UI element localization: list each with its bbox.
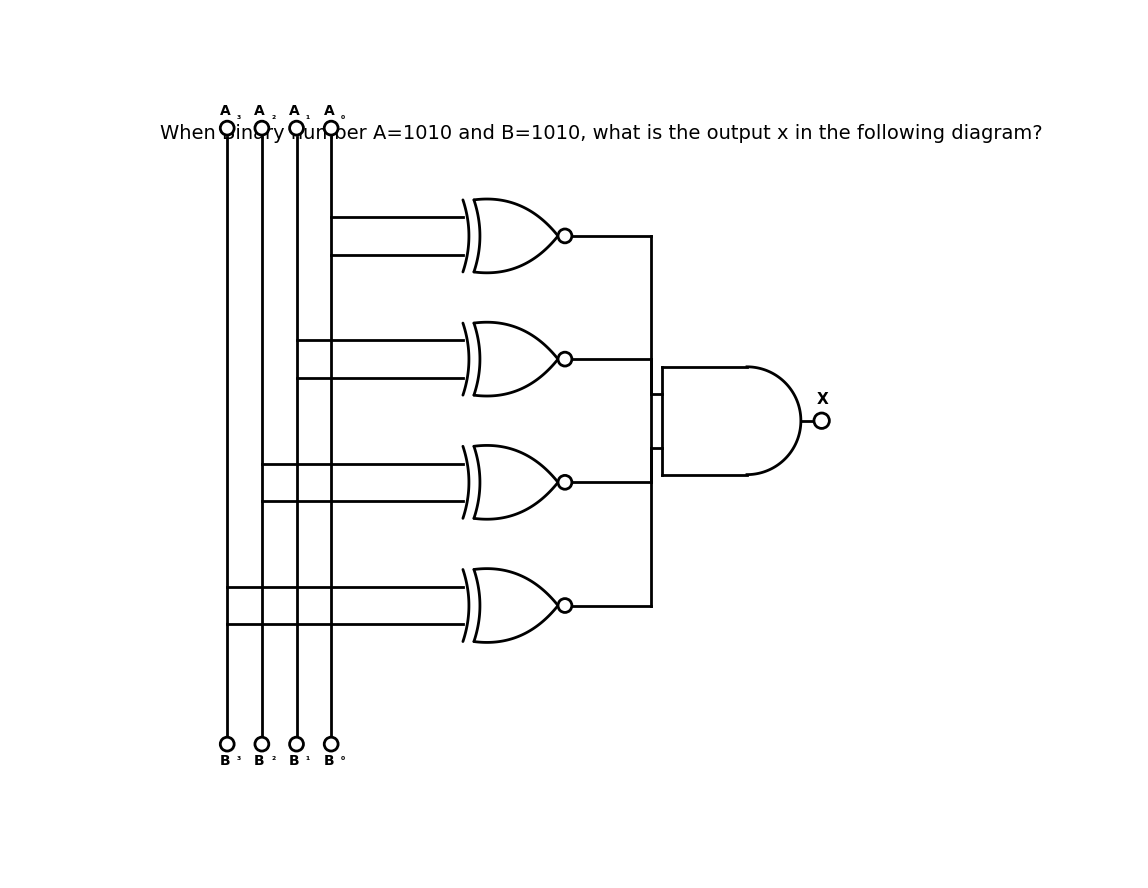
Text: ₂: ₂ <box>271 752 276 762</box>
Circle shape <box>558 475 572 489</box>
Text: X: X <box>816 392 829 407</box>
Text: ₀: ₀ <box>341 752 344 762</box>
Text: ₁: ₁ <box>305 752 310 762</box>
Circle shape <box>255 121 269 135</box>
Circle shape <box>220 121 234 135</box>
Text: ₃: ₃ <box>236 752 241 762</box>
Text: B: B <box>324 754 334 768</box>
Text: B: B <box>254 754 265 768</box>
Circle shape <box>814 413 829 428</box>
Circle shape <box>558 229 572 242</box>
Circle shape <box>255 737 269 751</box>
Text: A: A <box>254 104 265 118</box>
Circle shape <box>558 353 572 366</box>
Text: A: A <box>324 104 334 118</box>
Text: When Binary number A=1010 and B=1010, what is the output x in the following diag: When Binary number A=1010 and B=1010, wh… <box>161 124 1042 143</box>
Text: A: A <box>289 104 300 118</box>
Circle shape <box>324 737 339 751</box>
Text: ₀: ₀ <box>341 111 344 121</box>
Circle shape <box>220 737 234 751</box>
Circle shape <box>289 737 303 751</box>
Text: A: A <box>219 104 231 118</box>
Text: ₃: ₃ <box>236 111 241 121</box>
Circle shape <box>289 121 303 135</box>
Text: B: B <box>289 754 300 768</box>
Circle shape <box>558 599 572 613</box>
Text: B: B <box>219 754 231 768</box>
Text: ₁: ₁ <box>305 111 310 121</box>
Circle shape <box>324 121 339 135</box>
Text: ₂: ₂ <box>271 111 276 121</box>
